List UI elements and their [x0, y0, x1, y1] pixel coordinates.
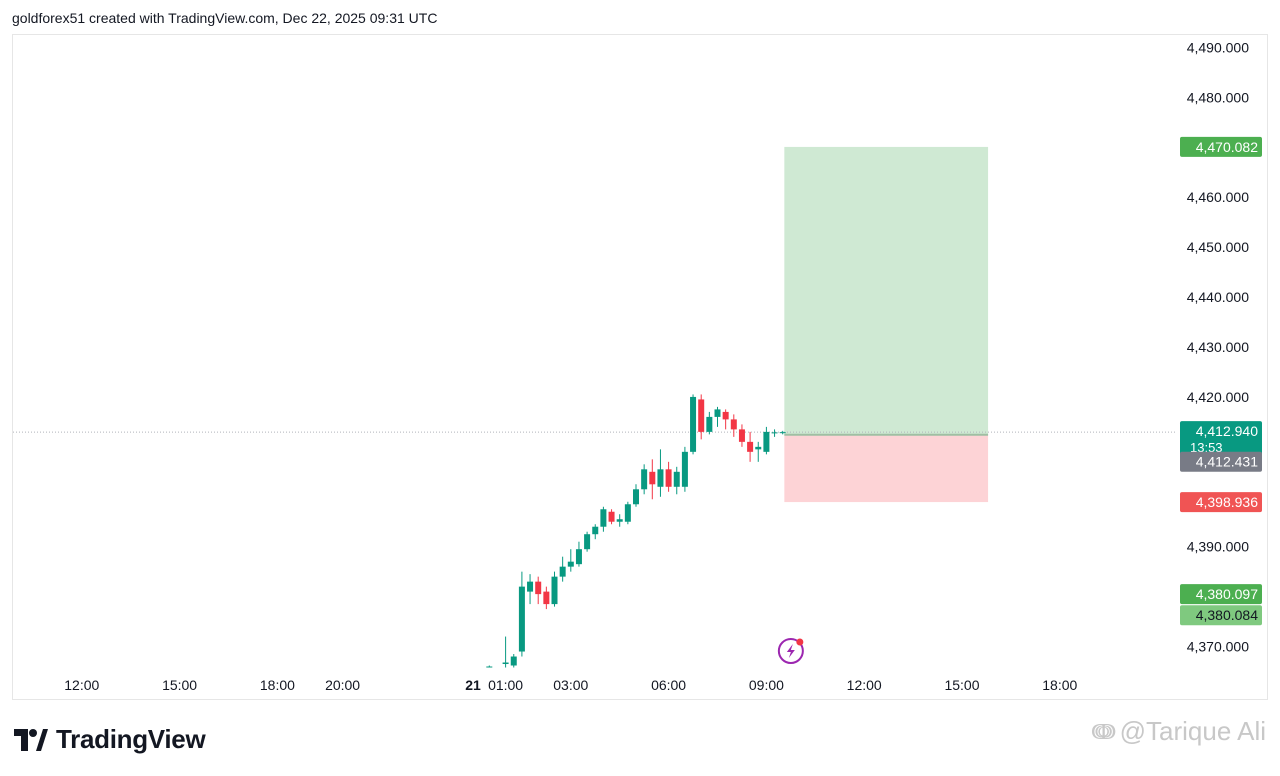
candle-body	[633, 489, 639, 505]
x-tick-label: 15:00	[944, 677, 979, 693]
x-tick-label: 06:00	[651, 677, 686, 693]
candle-body	[665, 469, 672, 487]
price-badge-stop	[1180, 492, 1262, 513]
y-tick-label: 4,490.000	[1187, 39, 1249, 55]
candle-body	[616, 519, 623, 522]
x-tick-label: 09:00	[749, 677, 784, 693]
chart-author-header: goldforex51 created with TradingView.com…	[12, 10, 438, 26]
price-badge-prev	[1180, 451, 1262, 472]
y-tick-label: 4,370.000	[1187, 639, 1249, 655]
candle-body	[486, 666, 493, 668]
tradingview-brand-text: TradingView	[56, 724, 206, 754]
candle-body	[722, 411, 729, 420]
x-tick-label: 21	[465, 677, 481, 693]
candle-body	[714, 409, 721, 417]
lightning-event-icon	[786, 644, 795, 658]
candle-body	[698, 399, 705, 432]
x-tick-label: 12:00	[847, 677, 882, 693]
y-tick-label: 4,430.000	[1187, 339, 1249, 355]
price-badge-target_light	[1180, 605, 1262, 626]
y-tick-label: 4,460.000	[1187, 189, 1249, 205]
price-badge-label: 4,380.084	[1196, 607, 1258, 623]
candle-body	[543, 591, 550, 605]
x-tick-label: 20:00	[325, 677, 360, 693]
candle-body	[763, 431, 770, 452]
price-badge-label: 4,470.082	[1196, 139, 1258, 155]
candle-body	[551, 576, 558, 605]
candle-body	[559, 566, 566, 577]
price-badge-label: 4,398.936	[1196, 494, 1258, 510]
candle-body	[690, 396, 697, 452]
y-tick-label: 4,390.000	[1187, 539, 1249, 555]
x-tick-label: 18:00	[260, 677, 295, 693]
candle-body	[600, 509, 607, 527]
candle-body	[673, 471, 680, 487]
tradingview-mark-icon	[14, 728, 48, 751]
candle-body	[681, 451, 688, 487]
tradingview-logo[interactable]: TradingView	[14, 724, 206, 755]
candle-body	[771, 432, 778, 434]
candle-body	[730, 419, 737, 430]
candle-body	[641, 469, 648, 490]
candle-body	[755, 446, 762, 450]
candle-body	[584, 534, 591, 550]
candle-body	[747, 441, 754, 452]
candlestick-chart[interactable]: 4,490.000 4,480.000 4,460.000 4,450.000 4,44…	[13, 35, 1269, 701]
candle-body	[738, 429, 745, 442]
social-logo-icon: ↈ	[1091, 718, 1116, 744]
candle-body	[657, 469, 664, 487]
candle-body	[502, 662, 509, 665]
y-tick-label: 4,450.000	[1187, 239, 1249, 255]
candle-body	[575, 549, 582, 565]
price-badge-label: 4,412.940	[1196, 423, 1258, 439]
x-tick-label: 15:00	[162, 677, 197, 693]
candle-body	[608, 511, 615, 522]
candle-body	[518, 586, 525, 652]
x-tick-label: 18:00	[1042, 677, 1077, 693]
price-badge-label: 4,380.097	[1196, 586, 1258, 602]
candle-body	[527, 581, 534, 592]
price-badge-label: 4,412.431	[1196, 454, 1258, 470]
watermark-text: @Tarique Ali	[1119, 716, 1266, 746]
candle-body	[567, 561, 574, 567]
candle-body	[779, 432, 786, 434]
chart-frame: 4,490.000 4,480.000 4,460.000 4,450.000 4,44…	[12, 34, 1268, 700]
candle-body	[592, 526, 599, 535]
event-notification-dot	[796, 638, 804, 646]
candle-body	[510, 656, 517, 666]
countdown-label: 13:53	[1190, 440, 1223, 455]
target-zone	[784, 146, 989, 435]
x-tick-label: 01:00	[488, 677, 523, 693]
candle-body	[649, 471, 656, 485]
stop-zone	[784, 434, 989, 503]
candle-body	[535, 581, 542, 595]
x-tick-label: 03:00	[553, 677, 588, 693]
price-badge-last	[1180, 421, 1262, 458]
x-tick-label: 12:00	[64, 677, 99, 693]
y-tick-label: 4,420.000	[1187, 389, 1249, 405]
y-tick-label: 4,440.000	[1187, 289, 1249, 305]
author-watermark: ↈ @Tarique Ali	[1092, 716, 1266, 747]
candle-body	[624, 504, 631, 522]
price-badge-target	[1180, 584, 1262, 605]
y-tick-label: 4,480.000	[1187, 89, 1249, 105]
candle-body	[706, 416, 713, 432]
price-badge-target	[1180, 136, 1262, 157]
